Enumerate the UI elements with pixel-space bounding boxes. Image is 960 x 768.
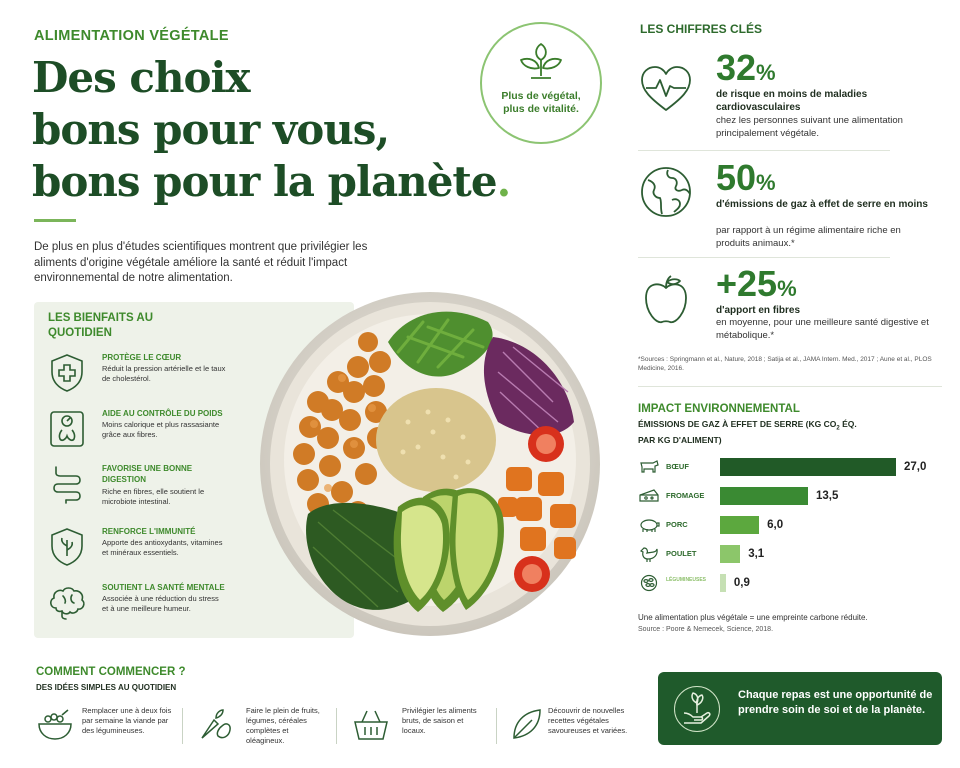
key-figure-value: +25% bbox=[716, 263, 797, 304]
globe-icon bbox=[641, 167, 691, 217]
benefit-desc: Moins calorique et plus rassasiante grâc… bbox=[102, 420, 220, 439]
chicken-icon bbox=[639, 547, 658, 562]
key-figure-bold: d'émissions de gaz à effet de serre en m… bbox=[716, 199, 928, 210]
tip-item: Remplacer une à deux fois par semaine la… bbox=[36, 706, 176, 752]
headline-line-3: bons pour la planète. bbox=[32, 157, 512, 206]
separator bbox=[638, 257, 890, 258]
bar-beef bbox=[720, 458, 896, 476]
tip-text: Découvrir de nouvelles recettes végétale… bbox=[548, 706, 628, 735]
cta-icon-circle bbox=[674, 686, 720, 732]
buddha-bowl-image bbox=[260, 292, 600, 636]
sources-note: *Sources : Springmann et al., Nature, 20… bbox=[638, 356, 932, 372]
key-figure-value: 32% bbox=[716, 47, 776, 88]
key-figure-bold: d'apport en fibres bbox=[716, 305, 801, 316]
bar-value: 27,0 bbox=[904, 461, 927, 473]
divider bbox=[34, 219, 76, 222]
headline: Des choix bons pour vous, bons pour la p… bbox=[32, 52, 512, 208]
legumes-icon bbox=[640, 574, 658, 592]
scale-icon bbox=[50, 411, 84, 447]
key-figure-value: 50% bbox=[716, 157, 776, 198]
bar-chicken bbox=[720, 545, 741, 563]
divider bbox=[336, 708, 337, 744]
bar-row-pork: PORC 6,0 bbox=[638, 516, 943, 534]
bar-row-cheese: FROMAGE 13,5 bbox=[638, 487, 943, 505]
intro-text: De plus en plus d'études scientifiques m… bbox=[34, 241, 368, 284]
basket-icon bbox=[354, 710, 388, 740]
bar-label: LÉGUMINEUSES bbox=[666, 577, 707, 583]
impact-title: IMPACT ENVIRONNEMENTAL bbox=[638, 403, 800, 415]
benefit-title: AIDE AU CONTRÔLE DU POIDS bbox=[102, 409, 223, 418]
headline-line-1: Des choix bbox=[32, 53, 251, 102]
key-figure-text: par rapport à un régime alimentaire rich… bbox=[716, 225, 901, 249]
bar-value: 13,5 bbox=[816, 490, 839, 502]
eyebrow: ALIMENTATION VÉGÉTALE bbox=[34, 28, 229, 44]
cta-text: Chaque repas est une opportunité de pren… bbox=[738, 689, 933, 716]
vegetables-icon bbox=[201, 709, 231, 739]
divider bbox=[496, 708, 497, 744]
bowl-icon bbox=[38, 709, 72, 740]
cta-banner: Chaque repas est une opportunité de pren… bbox=[658, 672, 942, 745]
headline-line-2: bons pour vous, bbox=[32, 105, 390, 154]
key-figure-text: en moyenne, pour une meilleure santé dig… bbox=[716, 317, 929, 341]
benefit-title: PROTÈGE LE CŒUR bbox=[102, 353, 182, 362]
bar-label: FROMAGE bbox=[666, 491, 705, 500]
bar-label: PORC bbox=[666, 520, 688, 529]
cow-icon bbox=[640, 460, 659, 473]
bar-label: BŒUF bbox=[666, 462, 689, 471]
key-figures-title: LES CHIFFRES CLÉS bbox=[640, 22, 763, 36]
benefit-title: SOUTIENT LA SANTÉ MENTALE bbox=[102, 583, 225, 592]
sprout-icon bbox=[520, 43, 562, 79]
start-title: COMMENT COMMENCER ? bbox=[36, 666, 186, 678]
vitality-badge: Plus de végétal, plus de vitalité. bbox=[480, 22, 602, 144]
impact-note: Une alimentation plus végétale = une emp… bbox=[638, 613, 868, 622]
benefit-desc: Réduit la pression artérielle et le taux… bbox=[102, 364, 226, 383]
shield-cross-icon bbox=[51, 354, 83, 392]
benefit-title: FAVORISE UNE BONNE DIGESTION bbox=[102, 464, 193, 484]
tip-item: Faire le plein de fruits, légumes, céréa… bbox=[196, 706, 326, 752]
bar-value: 3,1 bbox=[748, 548, 765, 560]
leaf-icon bbox=[513, 709, 541, 739]
benefits-title: LES BIENFAITS AU QUOTIDIEN bbox=[48, 312, 153, 339]
impact-source: Source : Poore & Nemecek, Science, 2018. bbox=[638, 626, 774, 633]
bar-label: POULET bbox=[666, 549, 697, 558]
benefit-desc: Associée à une réduction du stress et à … bbox=[102, 594, 219, 613]
badge-text: Plus de végétal, plus de vitalité. bbox=[501, 90, 581, 115]
brain-icon bbox=[50, 587, 85, 620]
impact-subtitle: ÉMISSIONS DE GAZ À EFFET DE SERRE (KG CO… bbox=[638, 419, 857, 445]
bar-row-beef: BŒUF 27,0 bbox=[638, 458, 943, 476]
key-figure-text: chez les personnes suivant une alimentat… bbox=[716, 115, 903, 139]
tip-item: Privilégier les aliments bruts, de saiso… bbox=[352, 706, 492, 752]
hand-sprout-icon bbox=[683, 692, 711, 724]
bar-value: 6,0 bbox=[767, 519, 784, 531]
cheese-icon bbox=[639, 489, 659, 502]
tip-text: Faire le plein de fruits, légumes, céréa… bbox=[246, 706, 320, 745]
shield-leaf-icon bbox=[51, 528, 83, 566]
start-subtitle: DES IDÉES SIMPLES AU QUOTIDIEN bbox=[36, 683, 177, 692]
benefit-desc: Apporte des antioxydants, vitamines et m… bbox=[102, 538, 223, 557]
intestine-icon bbox=[53, 466, 81, 504]
bar-pork bbox=[720, 516, 760, 534]
separator bbox=[638, 150, 890, 151]
tip-text: Remplacer une à deux fois par semaine la… bbox=[82, 706, 172, 735]
pig-icon bbox=[640, 519, 660, 532]
bar-cheese bbox=[720, 487, 808, 505]
bar-row-legumes: LÉGUMINEUSES 0,9 bbox=[638, 574, 943, 592]
bar-row-chicken: POULET 3,1 bbox=[638, 545, 943, 563]
headline-dot: . bbox=[496, 157, 512, 206]
separator bbox=[638, 386, 942, 387]
divider bbox=[182, 708, 183, 744]
bar-value: 0,9 bbox=[733, 577, 750, 589]
tip-item: Découvrir de nouvelles recettes végétale… bbox=[508, 706, 648, 752]
bar-legumes bbox=[720, 574, 726, 592]
tip-text: Privilégier les aliments bruts, de saiso… bbox=[402, 706, 477, 735]
key-figure-bold: de risque en moins de maladies cardiovas… bbox=[716, 89, 868, 113]
benefit-title: RENFORCE L'IMMUNITÉ bbox=[102, 527, 196, 536]
apple-icon bbox=[645, 275, 687, 324]
benefit-desc: Riche en fibres, elle soutient le microb… bbox=[102, 487, 205, 506]
heart-pulse-icon bbox=[641, 66, 691, 111]
